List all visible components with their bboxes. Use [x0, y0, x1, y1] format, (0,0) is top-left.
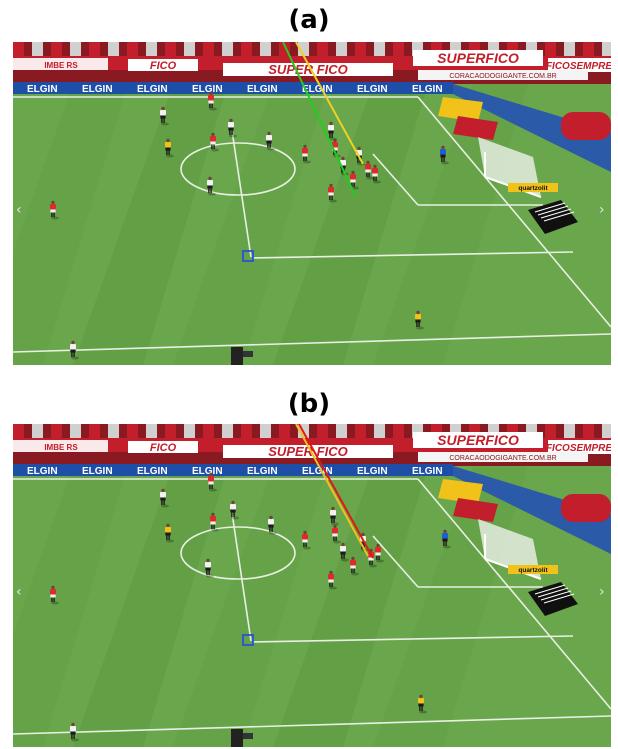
player — [230, 500, 239, 520]
elgin-board-text: ELGIN — [357, 466, 388, 477]
reference-marker — [242, 634, 254, 646]
pitch-lines — [13, 96, 611, 353]
right-arrow-icon: › — [599, 202, 605, 218]
player — [210, 132, 219, 152]
player — [440, 145, 449, 165]
elgin-board-text: ELGIN — [247, 84, 278, 95]
imbe-banner-text: IMBE RS — [44, 61, 78, 70]
player — [208, 472, 217, 492]
imbe-banner-text: IMBE RS — [44, 443, 78, 452]
elgin-board-text: ELGIN — [27, 84, 58, 95]
player — [365, 160, 374, 180]
website-banner-text: CORACAODOGIGANTE.COM.BR — [449, 455, 556, 462]
player — [328, 183, 337, 203]
elgin-board-text: ELGIN — [247, 466, 278, 477]
led-boards: ELGIN ELGIN ELGIN ELGIN ELGIN ELGIN ELGIN ELGIN — [13, 82, 611, 172]
player — [266, 131, 275, 151]
player — [165, 523, 174, 543]
pitch-frame-b: IMBE RS FICO SUPER FICO SUPERFICO FICOSEMPRE… — [13, 424, 611, 747]
player — [165, 138, 174, 158]
player — [160, 488, 169, 508]
player — [350, 556, 359, 576]
player — [442, 529, 451, 549]
player — [372, 164, 381, 184]
elgin-board-text: ELGIN — [302, 84, 333, 95]
panel-b-label: (b) — [287, 389, 331, 419]
elgin-board-text: ELGIN — [412, 84, 443, 95]
stand-banners: IMBE RS FICO SUPER FICO SUPERFICO FICOSEMPRE… — [13, 432, 611, 462]
elgin-board-text: ELGIN — [137, 84, 168, 95]
elgin-board-text: ELGIN — [82, 466, 113, 477]
quartzolit-camera-board: quartzolit — [508, 183, 578, 234]
player — [208, 91, 217, 111]
player — [328, 570, 337, 590]
player — [302, 530, 311, 550]
player — [50, 585, 59, 605]
quartzolit-text: quartzolit — [518, 567, 548, 574]
ficosempre-banner-text: FICOSEMPRE — [546, 443, 611, 454]
superfico-banner-text: SUPERFICO — [437, 50, 519, 66]
player — [70, 340, 79, 360]
elgin-board-text: ELGIN — [27, 466, 58, 477]
player — [340, 542, 349, 562]
offside-line-red — [298, 424, 374, 559]
right-arrow-icon: › — [599, 584, 605, 600]
pitch-frame-a: IMBE RS FICO SUPER FICO SUPERFICO FICOSEMPRE… — [13, 42, 611, 365]
player — [418, 694, 427, 714]
elgin-board-text: ELGIN — [137, 466, 168, 477]
player — [302, 144, 311, 164]
ficosempre-banner-text: FICOSEMPRE — [546, 61, 611, 72]
pitch-grass — [13, 466, 611, 747]
offside-line-yellow — [295, 42, 364, 165]
fico-banner-text: FICO — [150, 60, 177, 72]
offside-line-green — [282, 42, 357, 198]
super-fico-banner-text: SUPER FICO — [268, 62, 347, 77]
player — [160, 106, 169, 126]
player — [415, 310, 424, 330]
left-arrow-icon: ‹ — [16, 584, 22, 600]
quartzolit-camera-board: quartzolit — [508, 565, 578, 616]
fico-banner-text: FICO — [150, 442, 177, 454]
player — [332, 524, 341, 544]
offside-lines — [282, 42, 364, 198]
superfico-banner-text: SUPERFICO — [437, 432, 519, 448]
elgin-board-text: ELGIN — [412, 466, 443, 477]
panel-a-image: IMBE RS FICO SUPER FICO SUPERFICO FICOSEMPRE… — [13, 42, 611, 365]
offside-line-yellow — [295, 424, 369, 557]
elgin-board-text: ELGIN — [302, 466, 333, 477]
player — [375, 543, 384, 563]
camera-operator — [231, 347, 253, 365]
pitch-grass — [13, 84, 611, 365]
camera-operator — [231, 729, 253, 747]
players — [50, 472, 451, 742]
player — [207, 176, 216, 196]
led-boards: ELGIN ELGIN ELGIN ELGIN ELGIN ELGIN ELGIN ELGIN — [13, 464, 611, 554]
elgin-board-text: ELGIN — [192, 466, 223, 477]
elgin-board-text: ELGIN — [192, 84, 223, 95]
player — [330, 506, 339, 526]
elgin-board-text: ELGIN — [357, 84, 388, 95]
pitch-lines — [13, 478, 611, 735]
player — [268, 515, 277, 535]
player — [50, 200, 59, 220]
player — [70, 722, 79, 742]
player — [210, 512, 219, 532]
panel-b-image: IMBE RS FICO SUPER FICO SUPERFICO FICOSEMPRE… — [13, 424, 611, 747]
panel-a-label: (a) — [288, 5, 330, 35]
player — [228, 118, 237, 138]
elgin-board-text: ELGIN — [82, 84, 113, 95]
players — [50, 91, 449, 360]
quartzolit-text: quartzolit — [518, 185, 548, 192]
website-banner-text: CORACAODOGIGANTE.COM.BR — [449, 73, 556, 80]
offside-lines — [295, 424, 374, 559]
player — [205, 558, 214, 578]
super-fico-banner-text: SUPER FICO — [268, 444, 347, 459]
left-arrow-icon: ‹ — [16, 202, 22, 218]
reference-marker — [242, 250, 254, 262]
stand-banners: IMBE RS FICO SUPER FICO SUPERFICO FICOSEMPRE… — [13, 50, 611, 80]
